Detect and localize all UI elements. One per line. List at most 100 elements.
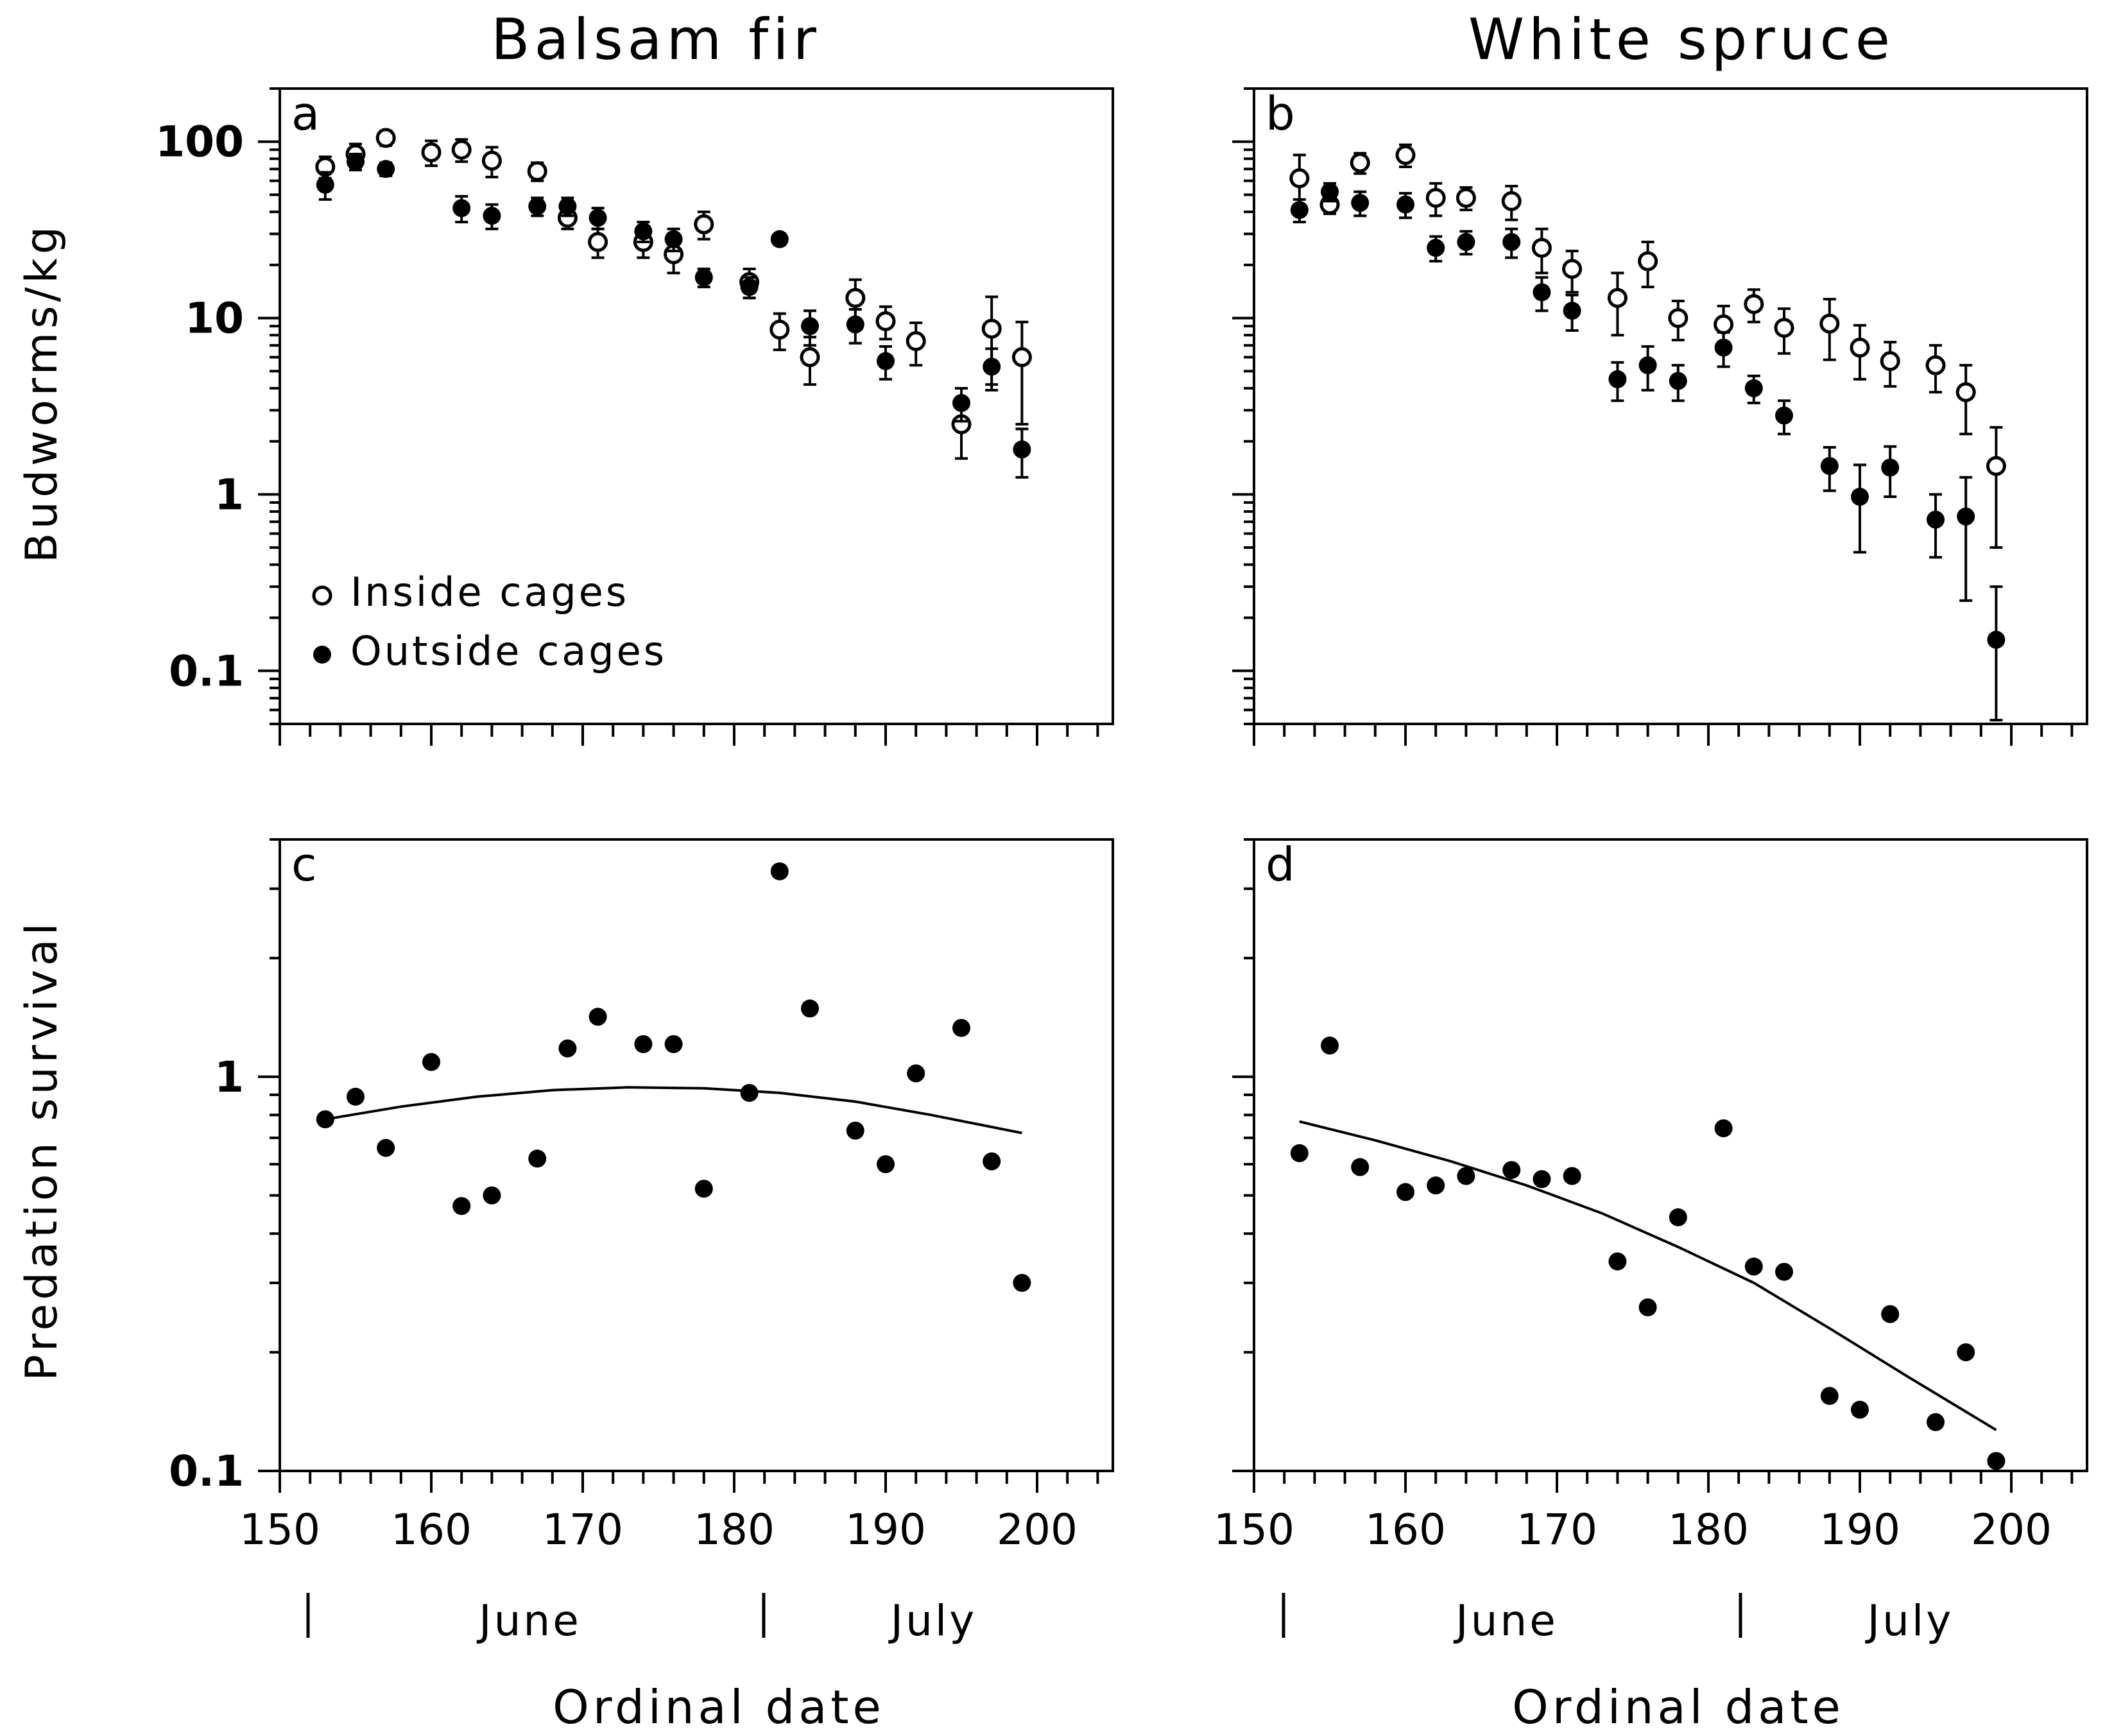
y-tick-label: 1: [214, 1053, 244, 1102]
legend-outside-label: Outside cages: [350, 628, 667, 675]
data-point-filled: [1013, 440, 1031, 459]
data-point-filled: [452, 1197, 471, 1216]
data-point-filled: [377, 1139, 395, 1157]
data-point-filled: [1851, 1400, 1869, 1419]
month-label-july: July: [888, 1596, 977, 1646]
data-point-filled: [694, 1180, 713, 1198]
data-point-filled: [483, 1186, 501, 1205]
data-point-filled: [1351, 194, 1370, 212]
data-point-filled: [1351, 1158, 1370, 1176]
data-point-filled: [952, 1018, 970, 1037]
data-point-filled: [1608, 1252, 1627, 1271]
data-point-filled: [1533, 283, 1551, 302]
data-point-filled: [1563, 302, 1581, 320]
data-point-filled: [589, 209, 607, 227]
data-point-filled: [1427, 239, 1445, 257]
data-point-filled: [347, 152, 365, 171]
data-point-open: [1668, 308, 1688, 329]
data-point-filled: [1669, 372, 1687, 390]
data-point-filled: [1321, 182, 1339, 201]
panel-a: 0.1 1 10 100 a: [155, 87, 1114, 746]
data-point-filled: [1820, 457, 1839, 476]
data-point-filled: [694, 268, 713, 287]
data-point-filled: [1457, 233, 1475, 252]
data-point-filled: [740, 278, 759, 296]
data-point-filled: [422, 1053, 440, 1071]
data-point-filled: [664, 230, 683, 248]
data-point-open: [375, 128, 396, 148]
data-point-open: [1425, 187, 1446, 208]
legend: Inside cages Outside cages: [312, 569, 667, 675]
data-point-open: [1850, 338, 1870, 358]
data-point-filled: [770, 862, 789, 881]
data-point-filled: [664, 1035, 683, 1053]
month-annotations-left: June July: [306, 1593, 977, 1646]
x-label-left: Ordinal date: [553, 1680, 885, 1734]
data-point-open: [1395, 145, 1416, 166]
data-point-filled: [1638, 356, 1657, 375]
column-title-balsam-fir: Balsam fir: [491, 6, 821, 73]
data-point-filled: [1502, 233, 1521, 252]
data-point-filled: [1427, 1176, 1445, 1195]
panel-d: 150 160 170 180 190 200 d: [1214, 838, 2088, 1554]
data-point-open: [1955, 382, 1976, 402]
x-tick-label: 200: [997, 1505, 1078, 1554]
x-tick-label: 190: [1819, 1505, 1900, 1554]
data-point-open: [845, 288, 866, 308]
data-point-open: [1714, 314, 1734, 335]
month-annotations-right: June July: [1282, 1593, 1951, 1646]
y-tick-label: 100: [155, 117, 244, 167]
data-point-filled: [877, 352, 895, 370]
data-point-filled: [316, 1110, 334, 1129]
data-point-open: [451, 139, 472, 160]
data-point-open: [1880, 351, 1900, 372]
data-point-filled: [1563, 1167, 1581, 1185]
legend-filled-marker: [313, 646, 331, 664]
data-point-filled: [1321, 1036, 1339, 1055]
data-point-filled: [1502, 1161, 1521, 1180]
month-label-june: June: [1453, 1596, 1558, 1646]
fit-curve: [325, 1086, 1022, 1135]
data-point-filled: [1290, 201, 1309, 219]
panel-letter: a: [291, 87, 320, 141]
data-point-filled: [634, 222, 653, 241]
data-point-open: [481, 150, 502, 171]
data-point-filled: [1744, 379, 1763, 397]
data-point-open: [1501, 191, 1522, 211]
data-point-filled: [483, 207, 501, 225]
plot-frame: [279, 838, 1114, 1472]
y-label-budworms: Budworms/kg: [17, 223, 67, 563]
x-tick-label: 160: [391, 1505, 472, 1554]
y-label-predation-survival: Predation survival: [17, 919, 67, 1380]
x-tick-label: 190: [845, 1505, 926, 1554]
data-point-open: [588, 232, 608, 252]
data-point-filled: [1987, 630, 2006, 649]
data-point-filled: [846, 315, 864, 334]
data-point-filled: [1744, 1257, 1763, 1276]
data-point-open: [1531, 237, 1552, 258]
data-point-open: [694, 214, 714, 235]
data-point-open: [1350, 152, 1370, 173]
data-point-open: [769, 320, 790, 340]
data-point-open: [875, 311, 896, 331]
data-point-open: [1456, 187, 1476, 208]
y-tick-label: 0.1: [169, 646, 244, 696]
data-point-open: [906, 331, 926, 352]
data-point-filled: [1714, 338, 1733, 357]
y-tick-label: 0.1: [169, 1447, 244, 1496]
data-point-filled: [377, 160, 395, 178]
data-point-filled: [846, 1121, 864, 1140]
data-point-filled: [1927, 1413, 1945, 1431]
data-point-open: [1289, 168, 1310, 189]
data-point-open: [1638, 251, 1658, 271]
data-point-filled: [558, 1039, 577, 1058]
panel-letter: c: [291, 838, 317, 891]
data-point-filled: [1013, 1273, 1031, 1292]
data-point-filled: [801, 317, 819, 336]
data-point-filled: [952, 393, 970, 412]
data-point-filled: [1290, 1144, 1309, 1162]
data-point-filled: [528, 197, 547, 216]
data-point-filled: [1396, 1183, 1414, 1201]
x-tick-label: 150: [239, 1505, 320, 1554]
data-point-open: [421, 142, 442, 162]
